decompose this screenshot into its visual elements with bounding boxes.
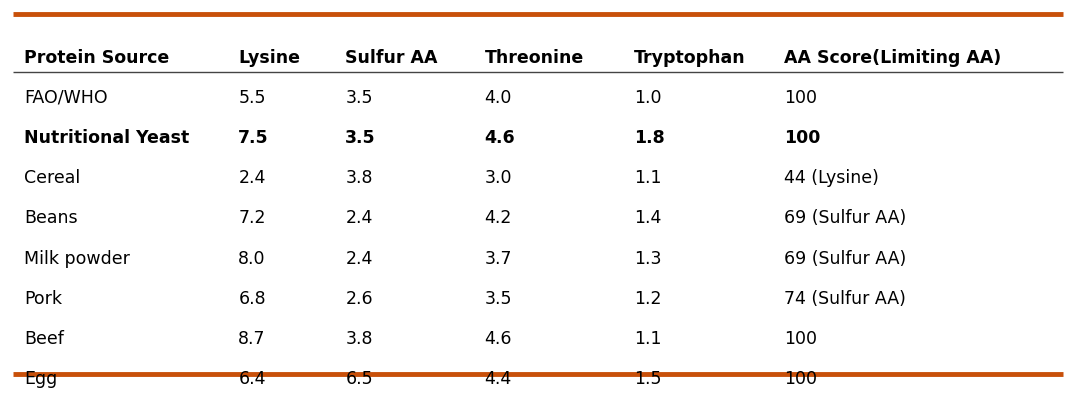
Text: 74 (Sulfur AA): 74 (Sulfur AA) xyxy=(784,290,906,308)
Text: 3.5: 3.5 xyxy=(484,290,512,308)
Text: Lysine: Lysine xyxy=(238,49,300,67)
Text: 6.8: 6.8 xyxy=(238,290,266,308)
Text: Beans: Beans xyxy=(24,209,77,227)
Text: 1.2: 1.2 xyxy=(635,290,662,308)
Text: 4.2: 4.2 xyxy=(484,209,512,227)
Text: Beef: Beef xyxy=(24,330,65,348)
Text: Nutritional Yeast: Nutritional Yeast xyxy=(24,129,189,147)
Text: 1.3: 1.3 xyxy=(635,249,662,268)
Text: Milk powder: Milk powder xyxy=(24,249,130,268)
Text: Pork: Pork xyxy=(24,290,62,308)
Text: 8.7: 8.7 xyxy=(238,330,266,348)
Text: 1.1: 1.1 xyxy=(635,330,662,348)
Text: 69 (Sulfur AA): 69 (Sulfur AA) xyxy=(784,249,906,268)
Text: 4.6: 4.6 xyxy=(484,330,512,348)
Text: 69 (Sulfur AA): 69 (Sulfur AA) xyxy=(784,209,906,227)
Text: 7.5: 7.5 xyxy=(238,129,269,147)
Text: 3.8: 3.8 xyxy=(345,330,372,348)
Text: 3.0: 3.0 xyxy=(484,169,512,187)
Text: 44 (Lysine): 44 (Lysine) xyxy=(784,169,879,187)
Text: FAO/WHO: FAO/WHO xyxy=(24,89,108,107)
Text: Cereal: Cereal xyxy=(24,169,81,187)
Text: 5.5: 5.5 xyxy=(238,89,266,107)
Text: 2.6: 2.6 xyxy=(345,290,373,308)
Text: 7.2: 7.2 xyxy=(238,209,266,227)
Text: 2.4: 2.4 xyxy=(345,209,372,227)
Text: 1.8: 1.8 xyxy=(635,129,665,147)
Text: 4.4: 4.4 xyxy=(484,370,512,388)
Text: 8.0: 8.0 xyxy=(238,249,266,268)
Text: 1.5: 1.5 xyxy=(635,370,662,388)
Text: 100: 100 xyxy=(784,89,817,107)
Text: 100: 100 xyxy=(784,370,817,388)
Text: 3.8: 3.8 xyxy=(345,169,372,187)
Text: 4.0: 4.0 xyxy=(484,89,512,107)
Text: 4.6: 4.6 xyxy=(484,129,515,147)
Text: Sulfur AA: Sulfur AA xyxy=(345,49,438,67)
Text: 1.0: 1.0 xyxy=(635,89,662,107)
Text: AA Score(Limiting AA): AA Score(Limiting AA) xyxy=(784,49,1002,67)
Text: 1.1: 1.1 xyxy=(635,169,662,187)
Text: Threonine: Threonine xyxy=(484,49,583,67)
Text: Tryptophan: Tryptophan xyxy=(635,49,746,67)
Text: 2.4: 2.4 xyxy=(345,249,372,268)
Text: 3.5: 3.5 xyxy=(345,129,376,147)
Text: 6.5: 6.5 xyxy=(345,370,373,388)
Text: 100: 100 xyxy=(784,330,817,348)
Text: 1.4: 1.4 xyxy=(635,209,662,227)
Text: 3.5: 3.5 xyxy=(345,89,372,107)
Text: 100: 100 xyxy=(784,129,821,147)
Text: 2.4: 2.4 xyxy=(238,169,266,187)
Text: 6.4: 6.4 xyxy=(238,370,266,388)
Text: Egg: Egg xyxy=(24,370,57,388)
Text: 3.7: 3.7 xyxy=(484,249,512,268)
Text: Protein Source: Protein Source xyxy=(24,49,169,67)
